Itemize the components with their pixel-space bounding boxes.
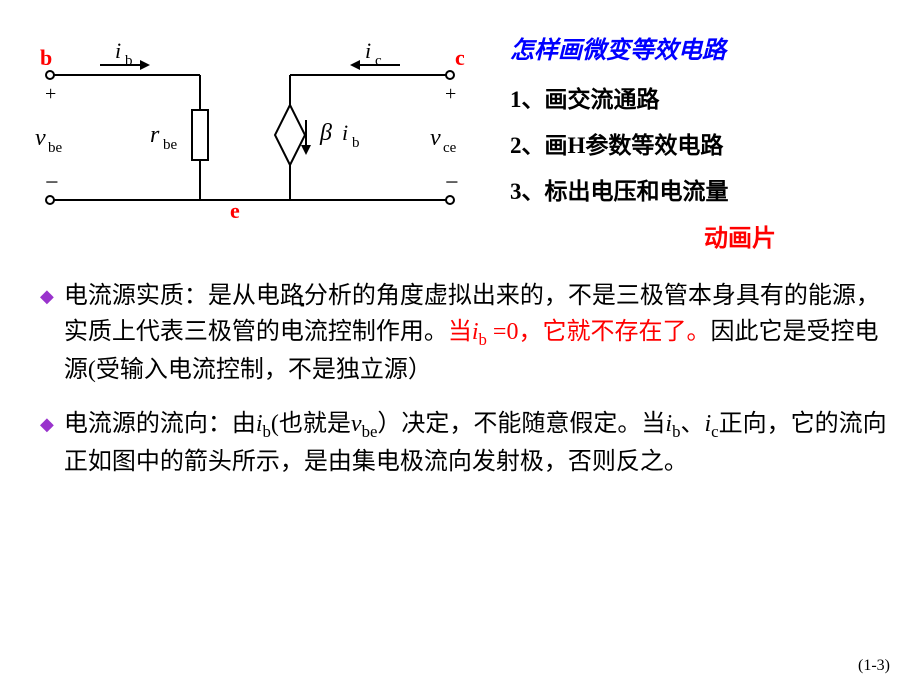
- bullet-2-text: 电流源的流向：由ib(也就是vbe）决定，不能随意假定。当ib、ic正向，它的流…: [64, 406, 890, 480]
- svg-text:ce: ce: [443, 140, 457, 156]
- terminal-b-label: b: [40, 45, 52, 70]
- terminal-c-label: c: [455, 45, 465, 70]
- animation-link[interactable]: 动画片: [590, 218, 890, 253]
- svg-text:v: v: [35, 125, 46, 151]
- bullet-1: ◆ 电流源实质：是从电路分析的角度虚拟出来的，不是三极管本身具有的能源，实质上代…: [40, 278, 890, 388]
- svg-text:v: v: [430, 125, 441, 151]
- circuit-diagram: b c e i b i c v be v ce r be β i b + −: [30, 20, 480, 220]
- svg-text:i: i: [342, 120, 348, 145]
- bullet-1-text: 电流源实质：是从电路分析的角度虚拟出来的，不是三极管本身具有的能源，实质上代表三…: [64, 278, 890, 388]
- step-3: 3、标出电压和电流量: [510, 172, 890, 206]
- page-number: (1-3): [858, 657, 890, 675]
- svg-text:b: b: [125, 53, 133, 69]
- svg-text:c: c: [375, 53, 382, 69]
- diamond-icon: ◆: [40, 411, 54, 480]
- diamond-icon: ◆: [40, 283, 54, 388]
- right-text-section: 怎样画微变等效电路 1、画交流通路 2、画H参数等效电路 3、标出电压和电流量 …: [480, 20, 890, 253]
- svg-text:−: −: [45, 170, 59, 196]
- heading: 怎样画微变等效电路: [510, 30, 890, 65]
- bullet-2: ◆ 电流源的流向：由ib(也就是vbe）决定，不能随意假定。当ib、ic正向，它…: [40, 406, 890, 480]
- bullet-list: ◆ 电流源实质：是从电路分析的角度虚拟出来的，不是三极管本身具有的能源，实质上代…: [40, 278, 890, 480]
- svg-text:i: i: [365, 38, 371, 63]
- step-1: 1、画交流通路: [510, 80, 890, 114]
- terminal-e-label: e: [230, 198, 240, 220]
- svg-text:r: r: [150, 122, 160, 148]
- svg-text:i: i: [115, 38, 121, 63]
- svg-text:β: β: [319, 120, 332, 146]
- svg-text:be: be: [163, 137, 178, 153]
- svg-text:be: be: [48, 140, 63, 156]
- step-2: 2、画H参数等效电路: [510, 126, 890, 160]
- center-marker: ▪: [300, 298, 305, 314]
- svg-text:b: b: [352, 135, 360, 151]
- svg-text:−: −: [445, 170, 459, 196]
- svg-text:+: +: [445, 83, 456, 105]
- svg-text:+: +: [45, 83, 56, 105]
